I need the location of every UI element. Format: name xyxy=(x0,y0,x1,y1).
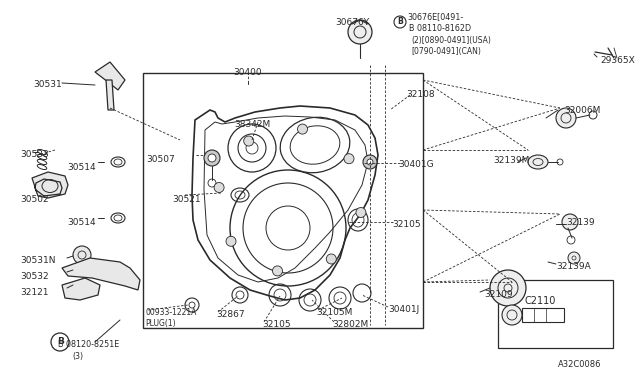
Text: 32006M: 32006M xyxy=(564,106,600,115)
Circle shape xyxy=(490,270,526,306)
Text: 32105: 32105 xyxy=(262,320,291,329)
Text: A32C0086: A32C0086 xyxy=(558,360,602,369)
Circle shape xyxy=(226,236,236,246)
Polygon shape xyxy=(62,278,100,300)
Polygon shape xyxy=(62,258,140,290)
Circle shape xyxy=(568,252,580,264)
Circle shape xyxy=(348,20,372,44)
Text: 29365X: 29365X xyxy=(600,56,635,65)
Circle shape xyxy=(367,159,373,165)
Polygon shape xyxy=(32,172,68,198)
Text: 30507: 30507 xyxy=(147,155,175,164)
Circle shape xyxy=(562,214,578,230)
Text: B: B xyxy=(397,17,403,26)
Circle shape xyxy=(73,246,91,264)
Text: 30521: 30521 xyxy=(172,195,200,204)
Text: (2)[0890-0491](USA): (2)[0890-0491](USA) xyxy=(411,36,491,45)
Text: 00933-1221A: 00933-1221A xyxy=(145,308,196,317)
Text: 30401G: 30401G xyxy=(398,160,434,169)
Text: 30676Y: 30676Y xyxy=(335,18,369,27)
Text: 32139: 32139 xyxy=(566,218,595,227)
Text: 30514: 30514 xyxy=(67,163,96,172)
Polygon shape xyxy=(95,62,125,90)
Text: C2110: C2110 xyxy=(524,296,556,306)
Text: 32867: 32867 xyxy=(216,310,244,319)
Circle shape xyxy=(208,154,216,162)
Text: 32105M: 32105M xyxy=(316,308,353,317)
Text: 30401J: 30401J xyxy=(388,305,419,314)
Circle shape xyxy=(502,305,522,325)
Text: 30531N: 30531N xyxy=(20,256,56,265)
Circle shape xyxy=(244,136,253,146)
Text: B 08120-8251E: B 08120-8251E xyxy=(58,340,119,349)
Text: 30532: 30532 xyxy=(20,272,49,281)
Text: B 08110-8162D: B 08110-8162D xyxy=(409,24,471,33)
Text: 32121: 32121 xyxy=(20,288,49,297)
Text: 32139M: 32139M xyxy=(493,156,530,165)
Ellipse shape xyxy=(528,155,548,169)
Text: 32802M: 32802M xyxy=(332,320,368,329)
Text: PLUG(1): PLUG(1) xyxy=(145,319,175,328)
Text: 38342M: 38342M xyxy=(234,120,270,129)
Text: 30502: 30502 xyxy=(20,195,49,204)
Text: 30514: 30514 xyxy=(67,218,96,227)
Text: B: B xyxy=(57,337,64,346)
Text: [0790-0491](CAN): [0790-0491](CAN) xyxy=(411,47,481,56)
Circle shape xyxy=(363,155,377,169)
Text: 32105: 32105 xyxy=(392,220,420,229)
Text: 32139A: 32139A xyxy=(556,262,591,271)
Text: 32108: 32108 xyxy=(406,90,435,99)
Text: 30533: 30533 xyxy=(20,150,49,159)
Circle shape xyxy=(204,150,220,166)
Circle shape xyxy=(356,208,366,218)
Bar xyxy=(143,73,423,328)
Text: 30531: 30531 xyxy=(33,80,62,89)
Circle shape xyxy=(344,154,354,164)
Circle shape xyxy=(298,124,307,134)
Text: 30676E[0491-: 30676E[0491- xyxy=(407,12,463,21)
Polygon shape xyxy=(192,106,378,300)
Bar xyxy=(522,308,564,322)
Polygon shape xyxy=(106,80,114,110)
Circle shape xyxy=(214,183,224,192)
Text: 32109: 32109 xyxy=(484,290,513,299)
Text: 30400: 30400 xyxy=(234,68,262,77)
Bar xyxy=(498,280,613,348)
Circle shape xyxy=(556,108,576,128)
Circle shape xyxy=(273,266,282,276)
Text: (3): (3) xyxy=(72,352,83,361)
Circle shape xyxy=(326,254,336,264)
